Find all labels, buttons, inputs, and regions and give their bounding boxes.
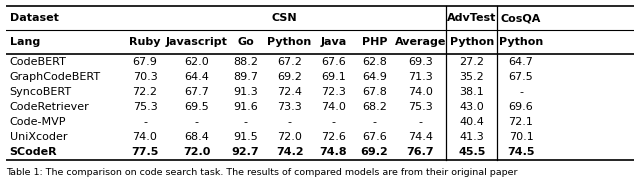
Text: PHP: PHP: [362, 37, 387, 47]
Text: 75.3: 75.3: [408, 102, 433, 112]
Text: 72.1: 72.1: [509, 117, 534, 127]
Text: 64.4: 64.4: [184, 72, 209, 82]
Text: UniXcoder: UniXcoder: [10, 132, 67, 142]
Text: 62.8: 62.8: [362, 57, 387, 67]
Text: -: -: [143, 117, 147, 127]
Text: 77.5: 77.5: [131, 147, 159, 157]
Text: 69.3: 69.3: [408, 57, 433, 67]
Text: 74.2: 74.2: [276, 147, 303, 157]
Text: 74.0: 74.0: [408, 87, 433, 97]
Text: 91.3: 91.3: [234, 87, 258, 97]
Text: -: -: [287, 117, 292, 127]
Text: CosQA: CosQA: [501, 13, 541, 23]
Text: SCodeR: SCodeR: [10, 147, 57, 157]
Text: -: -: [419, 117, 422, 127]
Text: 68.2: 68.2: [362, 102, 387, 112]
Text: AdvTest: AdvTest: [447, 13, 497, 23]
Text: 35.2: 35.2: [460, 72, 484, 82]
Text: Lang: Lang: [10, 37, 40, 47]
Text: 71.3: 71.3: [408, 72, 433, 82]
Text: -: -: [195, 117, 198, 127]
Text: Ruby: Ruby: [129, 37, 161, 47]
Text: 69.5: 69.5: [184, 102, 209, 112]
Text: 69.2: 69.2: [360, 147, 388, 157]
Text: 91.6: 91.6: [234, 102, 258, 112]
Text: CodeRetriever: CodeRetriever: [10, 102, 90, 112]
Text: 76.7: 76.7: [406, 147, 434, 157]
Text: CodeBERT: CodeBERT: [10, 57, 67, 67]
Text: -: -: [519, 87, 523, 97]
Text: 69.2: 69.2: [277, 72, 302, 82]
Text: 64.9: 64.9: [362, 72, 387, 82]
Text: 62.0: 62.0: [184, 57, 209, 67]
Text: 91.5: 91.5: [234, 132, 258, 142]
Text: 74.0: 74.0: [132, 132, 157, 142]
Text: 67.7: 67.7: [184, 87, 209, 97]
Text: 92.7: 92.7: [232, 147, 259, 157]
Text: 74.4: 74.4: [408, 132, 433, 142]
Text: Dataset: Dataset: [10, 13, 58, 23]
Text: 67.2: 67.2: [277, 57, 302, 67]
Text: Python: Python: [450, 37, 494, 47]
Text: 69.6: 69.6: [509, 102, 533, 112]
Text: -: -: [244, 117, 248, 127]
Text: 67.5: 67.5: [509, 72, 533, 82]
Text: 67.6: 67.6: [321, 57, 346, 67]
Text: 69.1: 69.1: [321, 72, 346, 82]
Text: Python: Python: [268, 37, 312, 47]
Text: -: -: [372, 117, 376, 127]
Text: Java: Java: [321, 37, 347, 47]
Text: 67.8: 67.8: [362, 87, 387, 97]
Text: 74.0: 74.0: [321, 102, 346, 112]
Text: 72.0: 72.0: [183, 147, 210, 157]
Text: 43.0: 43.0: [460, 102, 484, 112]
Text: 64.7: 64.7: [509, 57, 534, 67]
Text: 72.0: 72.0: [277, 132, 302, 142]
Text: 72.2: 72.2: [132, 87, 157, 97]
Text: 89.7: 89.7: [233, 72, 258, 82]
Text: Python: Python: [499, 37, 543, 47]
Text: SyncoBERT: SyncoBERT: [10, 87, 72, 97]
Text: 73.3: 73.3: [277, 102, 302, 112]
Text: 88.2: 88.2: [233, 57, 258, 67]
Text: 74.8: 74.8: [319, 147, 348, 157]
Text: 67.9: 67.9: [132, 57, 157, 67]
Text: 45.5: 45.5: [458, 147, 486, 157]
Text: -: -: [332, 117, 335, 127]
Text: Code-MVP: Code-MVP: [10, 117, 66, 127]
Text: 72.4: 72.4: [277, 87, 302, 97]
Text: 75.3: 75.3: [132, 102, 157, 112]
Text: 72.3: 72.3: [321, 87, 346, 97]
Text: GraphCodeBERT: GraphCodeBERT: [10, 72, 100, 82]
Text: Go: Go: [237, 37, 254, 47]
Text: 38.1: 38.1: [460, 87, 484, 97]
Text: Average: Average: [395, 37, 446, 47]
Text: 70.1: 70.1: [509, 132, 533, 142]
Text: 72.6: 72.6: [321, 132, 346, 142]
Text: Table 1: The comparison on code search task. The results of compared models are : Table 1: The comparison on code search t…: [6, 168, 518, 177]
Text: CSN: CSN: [271, 13, 297, 23]
Text: 27.2: 27.2: [460, 57, 484, 67]
Text: 70.3: 70.3: [132, 72, 157, 82]
Text: 41.3: 41.3: [460, 132, 484, 142]
Text: 40.4: 40.4: [460, 117, 484, 127]
Text: Javascript: Javascript: [166, 37, 227, 47]
Text: 74.5: 74.5: [508, 147, 535, 157]
Text: 68.4: 68.4: [184, 132, 209, 142]
Text: 67.6: 67.6: [362, 132, 387, 142]
